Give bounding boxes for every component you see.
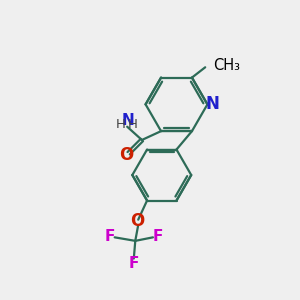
Text: H: H xyxy=(116,118,126,131)
Text: H: H xyxy=(128,118,137,131)
Text: O: O xyxy=(130,212,144,230)
Text: N: N xyxy=(122,113,134,128)
Text: F: F xyxy=(105,229,115,244)
Text: CH₃: CH₃ xyxy=(214,58,241,73)
Text: F: F xyxy=(129,256,139,271)
Text: F: F xyxy=(152,229,163,244)
Text: N: N xyxy=(206,95,220,113)
Text: O: O xyxy=(119,146,134,164)
